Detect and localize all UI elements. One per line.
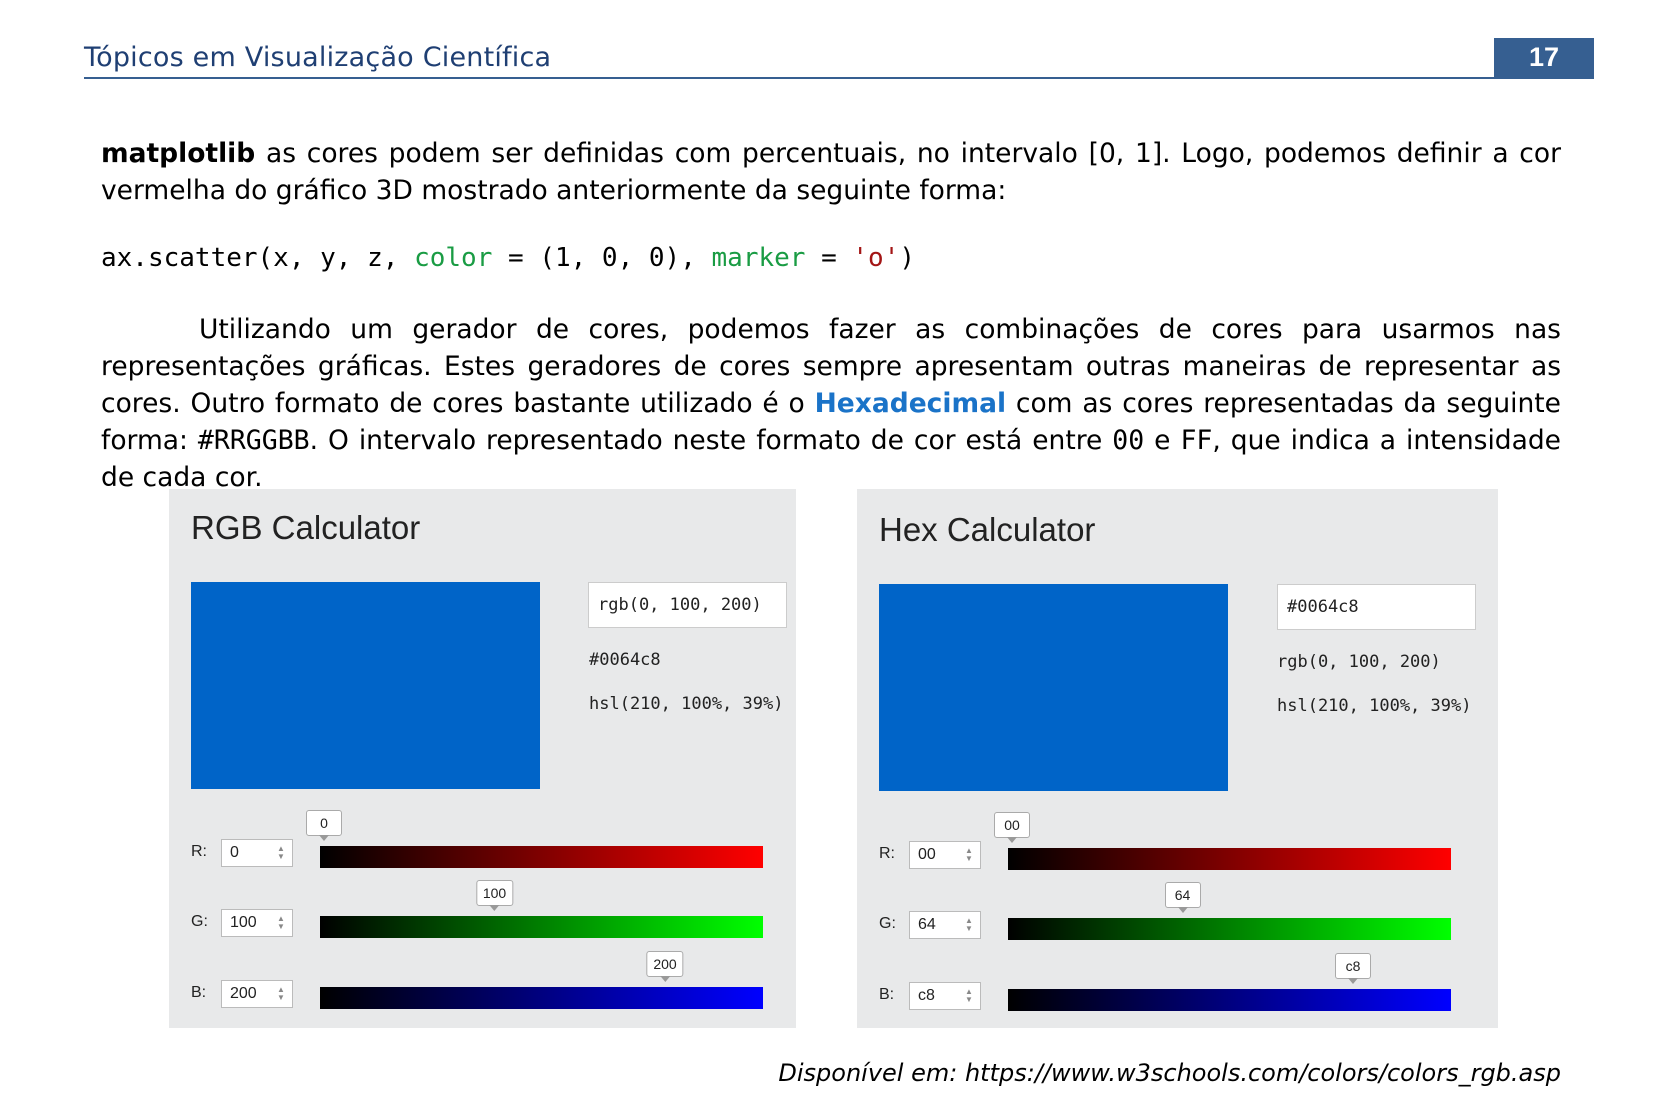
code-close: ) bbox=[899, 243, 916, 273]
hex-r-tooltip: 00 bbox=[994, 812, 1030, 843]
rgb-g-label: G: bbox=[191, 913, 208, 930]
code-str-o: 'o' bbox=[852, 243, 900, 273]
hex-g-slider[interactable] bbox=[1008, 918, 1451, 940]
rgb-r-slider[interactable] bbox=[320, 846, 763, 868]
rgb-r-value: 0 bbox=[230, 844, 239, 861]
code-kw-marker: marker bbox=[711, 243, 806, 273]
hexadecimal-link[interactable]: Hexadecimal bbox=[814, 388, 1007, 419]
rgb-calculator-title: RGB Calculator bbox=[191, 509, 421, 546]
spinner-arrows-icon[interactable]: ▲ ▼ bbox=[277, 914, 285, 931]
hex-b-tooltip: c8 bbox=[1335, 953, 1372, 984]
rgb-b-spinner[interactable]: 200 ▲ ▼ bbox=[221, 980, 293, 1008]
hex-rgb-text: rgb(0, 100, 200) bbox=[1277, 652, 1441, 672]
spinner-arrows-icon[interactable]: ▲ ▼ bbox=[965, 916, 973, 933]
p2-text2: com as cores representadas da seguinte f… bbox=[101, 388, 1561, 456]
hex-b-slider[interactable] bbox=[1008, 989, 1451, 1011]
rgb-b-tooltip: 200 bbox=[646, 951, 684, 982]
p2-text4: e bbox=[1144, 425, 1181, 456]
paragraph-hexadecimal: Utilizando um gerador de cores, podemos … bbox=[101, 311, 1561, 496]
hex-value-input[interactable]: #0064c8 bbox=[1277, 584, 1476, 630]
p2-text1: Utilizando um gerador de cores, podemos … bbox=[101, 314, 1561, 419]
paragraph-matplotlib: matplotlib as cores podem ser definidas … bbox=[101, 135, 1561, 209]
rgb-g-spinner[interactable]: 100 ▲ ▼ bbox=[221, 909, 293, 937]
page-header: Tópicos em Visualização Científica 17 bbox=[84, 38, 1594, 79]
spinner-arrows-icon[interactable]: ▲ ▼ bbox=[277, 844, 285, 861]
hex-color-swatch bbox=[879, 584, 1228, 791]
header-title: Tópicos em Visualização Científica bbox=[84, 42, 552, 73]
hex-r-spinner[interactable]: 00 ▲ ▼ bbox=[909, 841, 981, 869]
p2-max: FF bbox=[1180, 425, 1213, 456]
hex-g-tooltip: 64 bbox=[1164, 882, 1201, 913]
rgb-g-slider[interactable] bbox=[320, 916, 763, 938]
source-caption: Disponível em: https://www.w3schools.com… bbox=[778, 1059, 1561, 1087]
code-part1: ax.scatter(x, y, z, bbox=[101, 243, 415, 273]
hex-g-label: G: bbox=[879, 915, 896, 932]
rgb-b-label: B: bbox=[191, 984, 207, 1001]
hex-calculator: Hex Calculator #0064c8 rgb(0, 100, 200) … bbox=[857, 489, 1498, 1028]
rgb-b-value: 200 bbox=[230, 985, 257, 1002]
spinner-arrows-icon[interactable]: ▲ ▼ bbox=[965, 846, 973, 863]
rgb-calculator: RGB Calculator rgb(0, 100, 200) #0064c8 … bbox=[169, 489, 796, 1028]
paragraph1-text: as cores podem ser definidas com percent… bbox=[101, 138, 1561, 206]
matplotlib-bold: matplotlib bbox=[101, 138, 256, 169]
hex-r-slider[interactable] bbox=[1008, 848, 1451, 870]
code-eq1: = (1, 0, 0), bbox=[492, 243, 712, 273]
rgb-r-spinner[interactable]: 0 ▲ ▼ bbox=[221, 839, 293, 867]
hex-g-spinner[interactable]: 64 ▲ ▼ bbox=[909, 911, 981, 939]
p2-text3: . O intervalo representado neste formato… bbox=[309, 425, 1113, 456]
hex-r-value: 00 bbox=[918, 846, 936, 863]
spinner-arrows-icon[interactable]: ▲ ▼ bbox=[277, 985, 285, 1002]
code-eq2: = bbox=[805, 243, 853, 273]
code-line: ax.scatter(x, y, z, color = (1, 0, 0), m… bbox=[101, 243, 915, 273]
rgb-hsl-text: hsl(210, 100%, 39%) bbox=[589, 694, 784, 714]
rgb-hex-text: #0064c8 bbox=[589, 650, 661, 670]
code-kw-color: color bbox=[414, 243, 493, 273]
hex-b-spinner[interactable]: c8 ▲ ▼ bbox=[909, 982, 981, 1010]
hex-g-value: 64 bbox=[918, 916, 936, 933]
rgb-g-tooltip: 100 bbox=[475, 880, 514, 911]
hex-hsl-text: hsl(210, 100%, 39%) bbox=[1277, 696, 1472, 716]
rgb-r-tooltip: 0 bbox=[306, 810, 342, 841]
hex-b-label: B: bbox=[879, 986, 895, 1003]
page-number: 17 bbox=[1494, 38, 1594, 77]
hex-calculator-title: Hex Calculator bbox=[879, 511, 1096, 548]
p2-min: 00 bbox=[1112, 425, 1145, 456]
p2-text5: , que indica a intensidade de cada cor. bbox=[101, 425, 1561, 493]
p2-format: #RRGGBB bbox=[197, 425, 310, 456]
spinner-arrows-icon[interactable]: ▲ ▼ bbox=[965, 987, 973, 1004]
rgb-b-slider[interactable] bbox=[320, 987, 763, 1009]
rgb-color-swatch bbox=[191, 582, 540, 789]
rgb-g-value: 100 bbox=[230, 914, 257, 931]
rgb-value-input[interactable]: rgb(0, 100, 200) bbox=[588, 582, 787, 628]
hex-b-value: c8 bbox=[918, 987, 935, 1004]
rgb-r-label: R: bbox=[191, 843, 207, 860]
hex-r-label: R: bbox=[879, 845, 895, 862]
